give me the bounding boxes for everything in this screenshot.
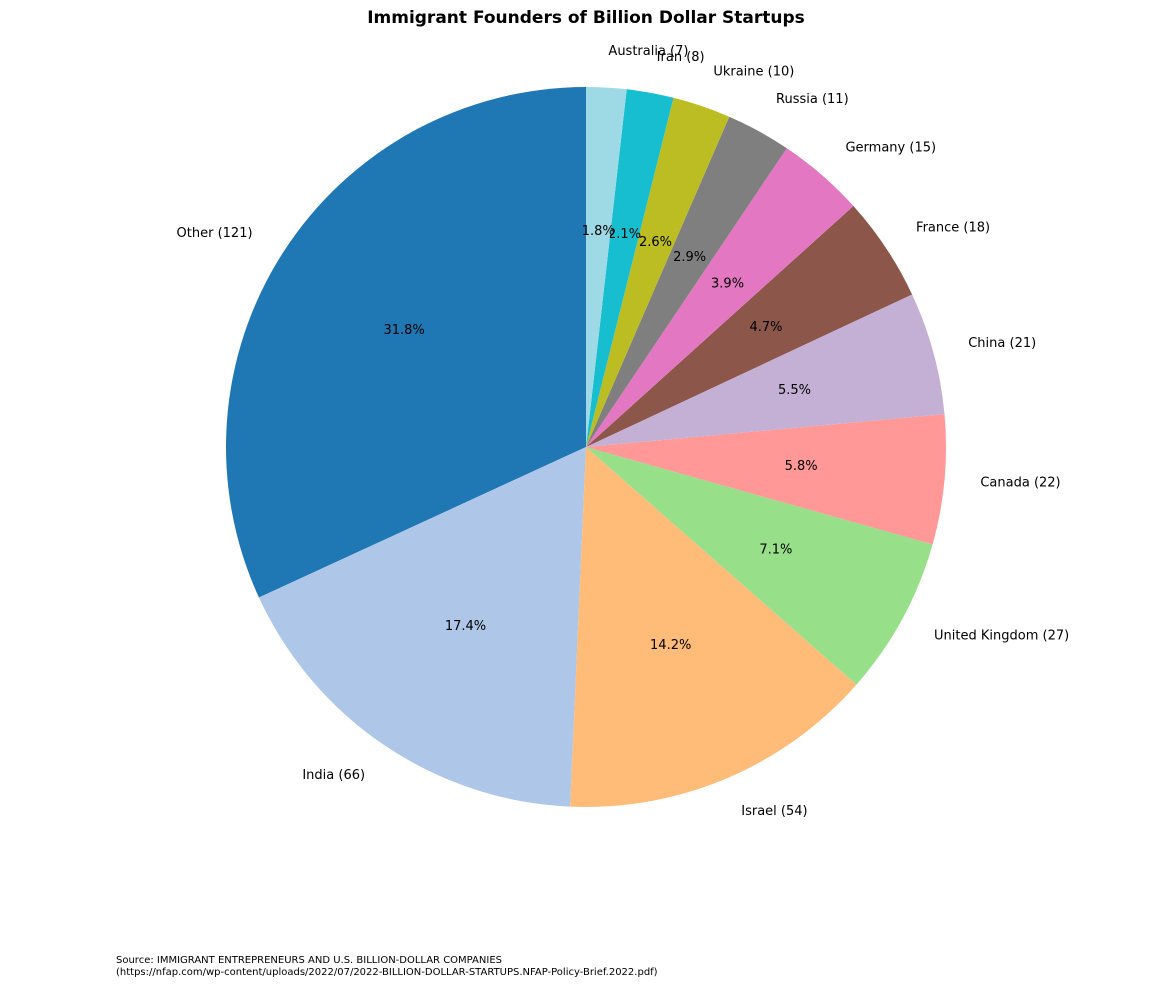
slice-label: Iran (8): [657, 50, 705, 65]
value-label: 17.4%: [445, 619, 486, 634]
slice-label: Other (121): [177, 226, 253, 241]
source-note: (https://nfap.com/wp-content/uploads/202…: [116, 967, 658, 978]
slice-label: Australia (7): [608, 44, 688, 59]
slice-label: China (21): [968, 336, 1036, 351]
pie-slice: [586, 294, 945, 447]
pie-slice: [586, 206, 913, 447]
value-label: 2.1%: [608, 227, 641, 242]
slice-label: Germany (15): [845, 140, 936, 155]
value-label: 2.6%: [639, 235, 672, 250]
chart-title: Immigrant Founders of Billion Dollar Sta…: [367, 8, 805, 28]
slice-label: Ukraine (10): [713, 65, 794, 80]
slice-label: United Kingdom (27): [934, 628, 1069, 643]
value-label: 31.8%: [383, 323, 424, 338]
slice-label: Canada (22): [980, 476, 1060, 491]
pie-slice: [586, 87, 627, 447]
slice-label: France (18): [916, 221, 990, 236]
pie-slice: [586, 447, 933, 685]
value-label: 7.1%: [759, 543, 792, 558]
pie-slice: [570, 447, 857, 807]
value-label: 5.8%: [785, 459, 818, 474]
value-label: 14.2%: [650, 638, 691, 653]
pie-slice: [586, 116, 787, 447]
value-label: 2.9%: [673, 250, 706, 265]
slice-label: Russia (11): [776, 92, 849, 107]
value-label: 3.9%: [711, 276, 744, 291]
value-label: 4.7%: [750, 320, 783, 335]
pie-slice: [258, 447, 586, 807]
pie-slice: [586, 414, 947, 545]
pie-slice: [225, 87, 586, 598]
value-label: 5.5%: [778, 383, 811, 398]
pie-slice: [586, 148, 854, 448]
slice-label: Israel (54): [741, 804, 807, 819]
value-label: 1.8%: [582, 224, 615, 239]
slice-label: India (66): [302, 768, 365, 783]
pie-slice: [586, 89, 674, 447]
pie-slice: [586, 97, 730, 447]
source-note: Source: IMMIGRANT ENTREPRENEURS AND U.S.…: [116, 955, 502, 966]
